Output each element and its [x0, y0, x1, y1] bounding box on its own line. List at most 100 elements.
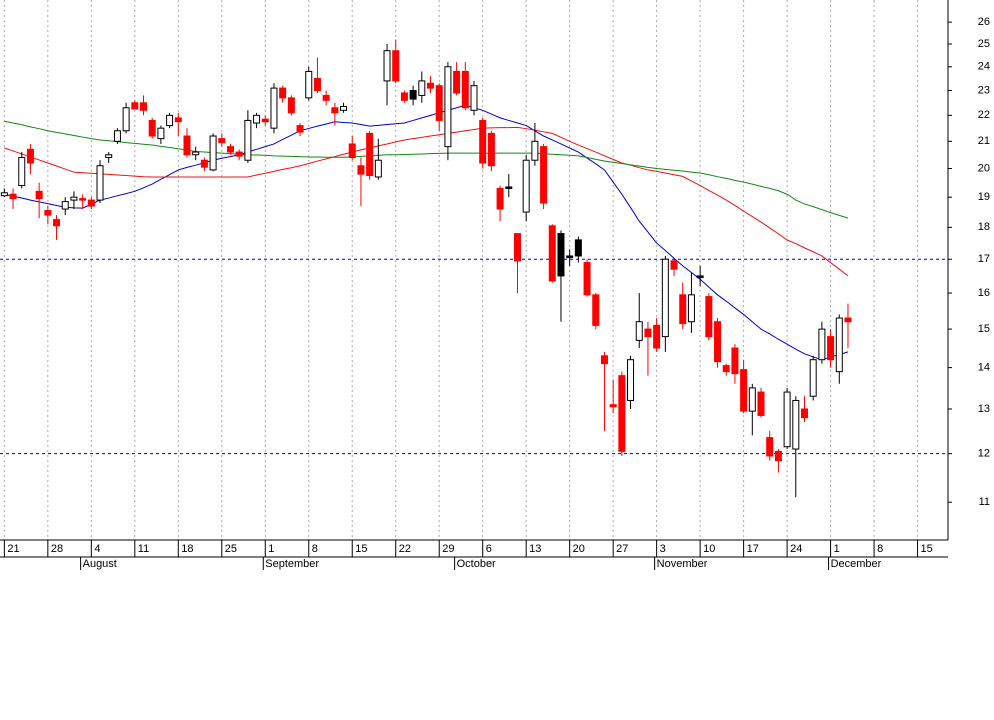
- candle-body: [374, 159, 382, 178]
- y-tick-label: 11: [979, 496, 990, 508]
- candle-body: [244, 119, 252, 161]
- x-tick-label: 11: [138, 543, 149, 555]
- candle-body: [261, 118, 269, 123]
- candle-body: [174, 117, 182, 123]
- candle-body: [366, 132, 374, 177]
- candle-body: [809, 359, 817, 397]
- month-label: August: [83, 558, 117, 570]
- candle-body: [583, 262, 591, 296]
- candle-body: [687, 294, 695, 323]
- candle-body: [513, 233, 521, 262]
- candle-body: [696, 275, 704, 279]
- candle-body: [157, 127, 165, 140]
- candle-body: [757, 391, 765, 416]
- y-tick-label: 25: [978, 38, 990, 50]
- month-label: October: [457, 558, 496, 570]
- y-tick-label: 22: [978, 109, 990, 121]
- candle-body: [113, 130, 121, 142]
- candle-body: [792, 399, 800, 450]
- candle-body: [392, 50, 400, 82]
- candle-body: [540, 146, 548, 204]
- candle-body: [61, 201, 69, 210]
- candle-body: [340, 106, 348, 111]
- candle-body: [705, 296, 713, 338]
- y-tick-label: 20: [978, 162, 990, 174]
- candle-body: [122, 107, 130, 132]
- x-tick-label: 8: [877, 543, 883, 555]
- y-tick-label: 24: [978, 61, 990, 73]
- candle-body: [270, 87, 278, 129]
- candle-body: [418, 80, 426, 96]
- x-tick-label: 21: [7, 543, 19, 555]
- candle-body: [766, 437, 774, 457]
- y-tick-label: 13: [978, 403, 990, 415]
- x-tick-label: 4: [94, 543, 100, 555]
- x-tick-label: 10: [703, 543, 715, 555]
- candle-body: [9, 193, 17, 200]
- x-tick-label: 15: [355, 543, 367, 555]
- candle-body: [348, 143, 356, 158]
- candle-body: [427, 82, 435, 89]
- candle-body: [209, 135, 217, 171]
- candle-body: [53, 219, 61, 227]
- candle-body: [140, 102, 148, 111]
- x-tick-label: 22: [399, 543, 411, 555]
- candle-body: [44, 210, 52, 216]
- x-tick-label: 1: [268, 543, 274, 555]
- candle-body: [592, 294, 600, 326]
- candle-body: [444, 66, 452, 148]
- candle-body: [748, 387, 756, 412]
- candle-body: [226, 146, 234, 153]
- month-label: November: [657, 558, 708, 570]
- candle-body: [148, 119, 156, 137]
- x-tick-label: 13: [529, 543, 541, 555]
- x-tick-label: 1: [834, 543, 840, 555]
- candle-body: [470, 85, 478, 111]
- candle-body: [661, 258, 669, 338]
- candle-body: [827, 336, 835, 361]
- candle-body: [522, 159, 530, 213]
- candle-body: [296, 125, 304, 133]
- x-tick-label: 8: [312, 543, 318, 555]
- candle-body: [192, 151, 200, 156]
- candle-body: [731, 347, 739, 375]
- candle-body: [487, 132, 495, 167]
- candle-body: [287, 97, 295, 114]
- candle-body: [200, 159, 208, 168]
- candle-body: [627, 359, 635, 401]
- candle-body: [774, 450, 782, 462]
- candle-body: [479, 119, 487, 164]
- candle-body: [679, 294, 687, 325]
- candle-body: [96, 165, 104, 201]
- x-tick-label: 6: [486, 543, 492, 555]
- candle-body: [218, 138, 226, 144]
- x-tick-label: 18: [181, 543, 193, 555]
- candle-body: [166, 114, 174, 127]
- candle-body: [818, 328, 826, 361]
- candle-body: [670, 260, 678, 270]
- x-tick-label: 24: [790, 543, 802, 555]
- candle-body: [435, 85, 443, 121]
- candle-body: [531, 140, 539, 161]
- x-tick-label: 20: [573, 543, 585, 555]
- candle-body: [644, 328, 652, 338]
- x-tick-label: 25: [225, 543, 237, 555]
- y-tick-label: 18: [978, 221, 990, 233]
- candle-body: [183, 135, 191, 156]
- x-tick-label: 28: [51, 543, 63, 555]
- candle-body: [505, 186, 513, 189]
- y-tick-label: 23: [978, 84, 990, 96]
- candle-body: [800, 408, 808, 419]
- candle-body: [635, 321, 643, 341]
- moving-average-line: [4, 126, 849, 277]
- candle-body: [714, 321, 722, 363]
- candle-body: [409, 90, 417, 100]
- y-tick-label: 21: [978, 135, 990, 147]
- x-tick-label: 3: [660, 543, 666, 555]
- month-label: December: [831, 558, 882, 570]
- candle-body: [331, 107, 339, 114]
- y-tick-label: 19: [978, 191, 990, 203]
- candle-body: [566, 255, 574, 259]
- moving-average-line: [4, 120, 849, 219]
